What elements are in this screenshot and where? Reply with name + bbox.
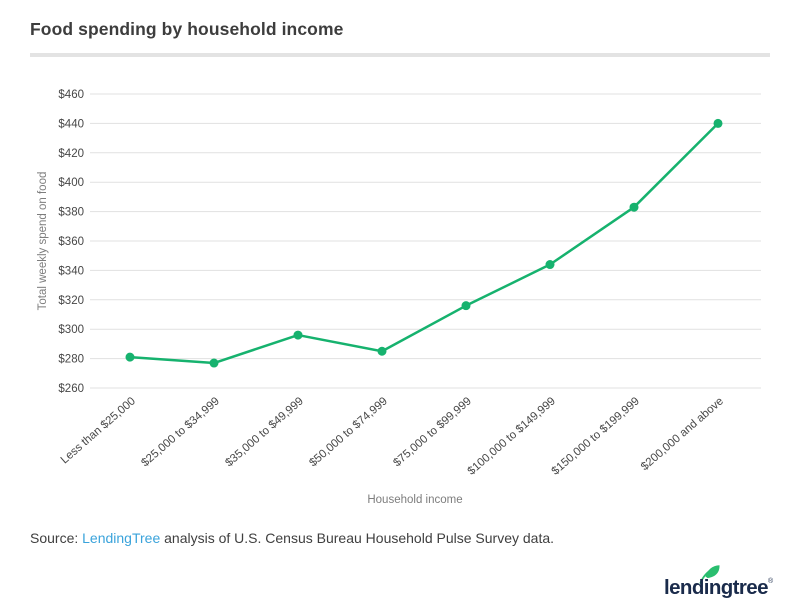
registered-mark: ® — [768, 578, 774, 585]
x-axis-title: Household income — [367, 494, 462, 506]
source-prefix: Source: — [30, 530, 83, 546]
data-point — [545, 260, 555, 270]
x-tick-label: $100,000 to $149,999 — [466, 395, 558, 477]
lendingtree-logo: lendingtree ® — [664, 564, 780, 604]
y-tick-label: $380 — [58, 207, 84, 219]
y-axis-title: Total weekly spend on food — [37, 172, 49, 311]
source-note: Source: LendingTree analysis of U.S. Cen… — [30, 530, 554, 546]
y-tick-label: $400 — [58, 177, 84, 189]
y-tick-label: $300 — [58, 324, 84, 336]
chart-title: Food spending by household income — [30, 19, 344, 39]
data-point — [629, 202, 639, 212]
data-point — [461, 301, 471, 311]
data-point — [125, 352, 135, 362]
x-tick-label: $50,000 to $74,999 — [307, 395, 390, 469]
y-tick-label: $360 — [58, 236, 84, 248]
x-tick-label: Less than $25,000 — [59, 395, 138, 466]
x-tick-label: $75,000 to $99,999 — [391, 395, 474, 469]
leaf-icon — [699, 565, 720, 584]
lendingtree-logo-text: lendingtree — [664, 576, 768, 599]
y-tick-label: $420 — [58, 148, 84, 160]
data-point — [209, 358, 219, 368]
data-point — [713, 118, 723, 128]
y-tick-label: $260 — [58, 383, 84, 395]
x-tick-label: $200,000 and above — [639, 395, 726, 473]
y-tick-label: $340 — [58, 265, 84, 277]
series-line — [128, 122, 720, 365]
data-point — [377, 346, 387, 356]
y-tick-label: $460 — [58, 89, 84, 101]
x-tick-label: $25,000 to $34,999 — [139, 395, 222, 469]
source-suffix: analysis of U.S. Census Bureau Household… — [160, 530, 555, 546]
title-divider — [30, 53, 770, 57]
y-tick-label: $320 — [58, 295, 84, 307]
lendingtree-source-link[interactable]: LendingTree — [82, 530, 161, 546]
x-tick-label: $35,000 to $49,999 — [223, 395, 306, 469]
data-point — [293, 330, 303, 340]
y-tick-label: $280 — [58, 354, 84, 366]
y-tick-label: $440 — [58, 118, 84, 130]
x-tick-label: $150,000 to $199,999 — [550, 395, 642, 477]
